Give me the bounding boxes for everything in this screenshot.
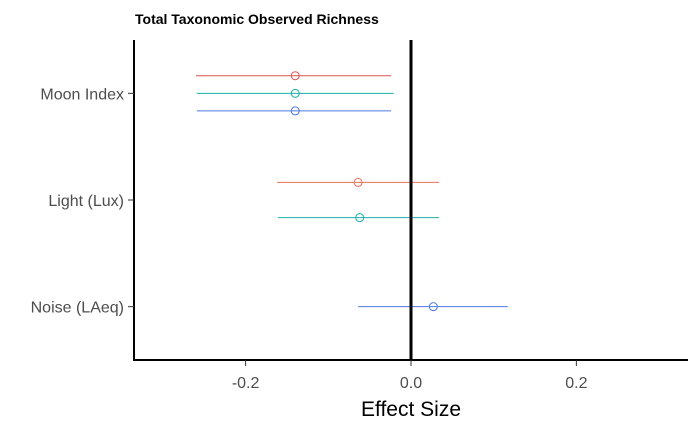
estimate-point (290, 106, 300, 116)
estimate-point (355, 213, 365, 223)
x-axis: -0.2 0.0 0.2 (232, 360, 588, 392)
x-axis-title: Effect Size (361, 398, 461, 421)
chart-title: Total Taxonomic Observed Richness (135, 11, 379, 27)
x-tick-label: 0.2 (565, 375, 587, 392)
y-axis: Moon Index Light (Lux) Noise (LAeq) (31, 86, 134, 317)
y-tick-label: Light (Lux) (48, 193, 124, 210)
estimate-point-group (196, 106, 392, 116)
estimate-point (428, 302, 438, 312)
estimate-point-group (196, 71, 392, 81)
estimate-point (290, 71, 300, 81)
x-tick-label: 0.0 (400, 375, 422, 392)
estimate-point-group (196, 88, 394, 98)
estimate-point (353, 177, 363, 187)
y-tick-label: Moon Index (40, 86, 124, 103)
x-tick-label: -0.2 (232, 375, 260, 392)
estimate-point-group (277, 213, 440, 223)
estimate-point-group (358, 302, 508, 312)
estimate-point-group (277, 177, 440, 187)
y-tick-label: Noise (LAeq) (31, 300, 124, 317)
plot-marks (196, 40, 508, 360)
estimate-point (290, 88, 300, 98)
